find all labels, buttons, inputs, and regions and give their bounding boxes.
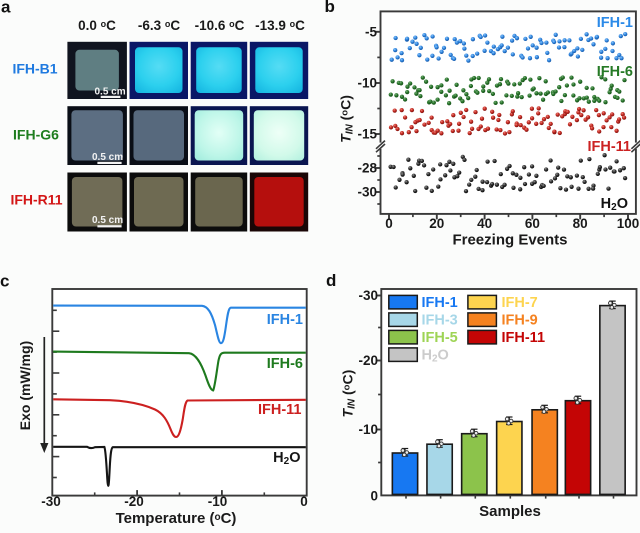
svg-text:0: 0	[370, 489, 378, 504]
svg-text:IFH-6: IFH-6	[267, 356, 303, 372]
svg-text:-28: -28	[357, 161, 377, 176]
svg-text:IFH-5: IFH-5	[422, 330, 458, 346]
svg-text:d: d	[326, 271, 336, 290]
svg-text:IFH-9: IFH-9	[502, 312, 538, 328]
svg-text:TIN (oC): TIN (oC)	[338, 95, 356, 143]
svg-text:-30: -30	[358, 288, 378, 303]
svg-text:Temperature (oC): Temperature (oC)	[116, 510, 237, 527]
svg-text:-30: -30	[357, 185, 377, 200]
svg-text:IFH-B1: IFH-B1	[12, 61, 57, 77]
svg-text:60: 60	[525, 216, 540, 231]
svg-text:Freezing Events: Freezing Events	[452, 232, 567, 249]
svg-text:IFH-11: IFH-11	[258, 402, 302, 418]
svg-text:H2O: H2O	[601, 196, 628, 213]
svg-text:TIN (oC): TIN (oC)	[339, 370, 357, 418]
svg-text:Samples: Samples	[479, 503, 541, 520]
svg-text:IFH-R11: IFH-R11	[10, 192, 62, 208]
svg-text:IFH-11: IFH-11	[587, 139, 631, 155]
svg-text:0.0 oC: 0.0 oC	[78, 18, 116, 33]
svg-text:80: 80	[573, 216, 588, 231]
svg-text:-10: -10	[208, 494, 228, 509]
svg-text:-30: -30	[41, 494, 61, 509]
svg-text:20: 20	[429, 216, 444, 231]
svg-text:H2O: H2O	[273, 450, 300, 467]
svg-text:IFH-7: IFH-7	[502, 295, 538, 311]
svg-text:b: b	[325, 0, 335, 16]
svg-text:0.5 cm: 0.5 cm	[92, 152, 123, 163]
svg-text:IFH-3: IFH-3	[422, 312, 458, 328]
svg-text:-20: -20	[358, 353, 378, 368]
svg-text:0: 0	[385, 216, 393, 231]
svg-text:-15: -15	[357, 127, 377, 142]
svg-text:-13.9 oC: -13.9 oC	[255, 18, 305, 33]
svg-text:IFH-1: IFH-1	[597, 15, 633, 31]
svg-text:c: c	[0, 272, 9, 291]
svg-text:0.5 cm: 0.5 cm	[92, 215, 123, 226]
svg-text:IFH-1: IFH-1	[422, 295, 458, 311]
svg-text:-10: -10	[357, 76, 377, 91]
svg-text:100: 100	[617, 216, 640, 231]
svg-text:IFH-11: IFH-11	[502, 330, 546, 346]
svg-text:H2O: H2O	[422, 347, 449, 364]
svg-text:-6.3 oC: -6.3 oC	[138, 18, 181, 33]
svg-text:IFH-1: IFH-1	[267, 312, 303, 328]
svg-text:a: a	[1, 0, 11, 17]
svg-text:-5: -5	[365, 24, 377, 39]
svg-text:40: 40	[477, 216, 492, 231]
svg-text:-10.6 oC: -10.6 oC	[195, 18, 245, 33]
svg-text:0: 0	[300, 494, 308, 509]
svg-text:-10: -10	[358, 422, 378, 437]
svg-text:Exo (mW/mg): Exo (mW/mg)	[17, 341, 33, 430]
svg-text:0.5 cm: 0.5 cm	[95, 87, 126, 98]
svg-text:-20: -20	[124, 494, 144, 509]
svg-text:IFH-G6: IFH-G6	[13, 127, 59, 143]
svg-text:IFH-6: IFH-6	[597, 64, 633, 80]
